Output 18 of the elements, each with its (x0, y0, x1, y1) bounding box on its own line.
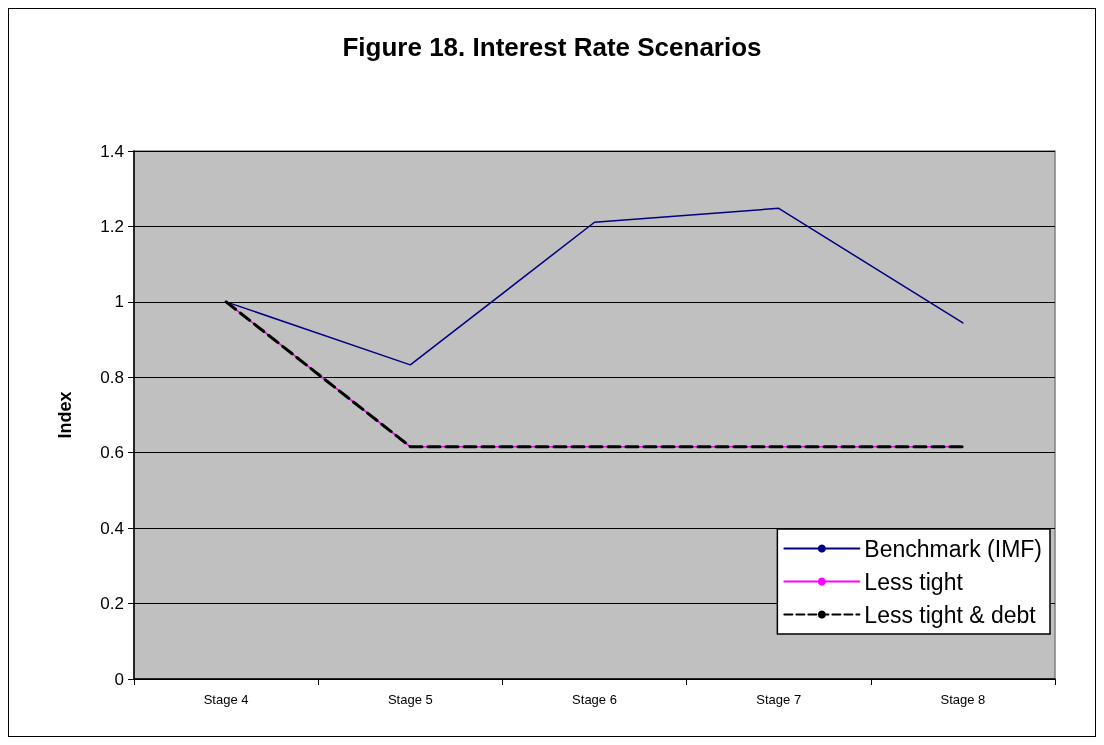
legend-label: Benchmark (IMF) (864, 535, 1043, 562)
y-tick-label: 0.8 (100, 367, 124, 387)
y-tick-label: 0.2 (100, 594, 124, 614)
x-tick-label: Stage 6 (572, 692, 617, 707)
x-tick-label: Stage 8 (940, 692, 986, 707)
x-tick-label: Stage 5 (387, 692, 433, 707)
y-tick-label: 0 (114, 669, 124, 689)
y-axis-title: Index (55, 391, 75, 439)
y-tick-label: 1 (114, 292, 124, 312)
y-tick-label: 1.4 (100, 141, 124, 161)
y-tick-label: 1.2 (100, 216, 124, 236)
x-tick-label: Stage 7 (756, 692, 802, 707)
x-tick-label: Stage 4 (203, 692, 249, 707)
legend-label: Less tight & debt (864, 601, 1037, 628)
y-tick-label: 0.6 (100, 443, 124, 463)
chart-title: Figure 18. Interest Rate Scenarios (342, 32, 762, 62)
y-tick-label: 0.4 (100, 518, 124, 538)
legend-label: Less tight (864, 568, 964, 595)
